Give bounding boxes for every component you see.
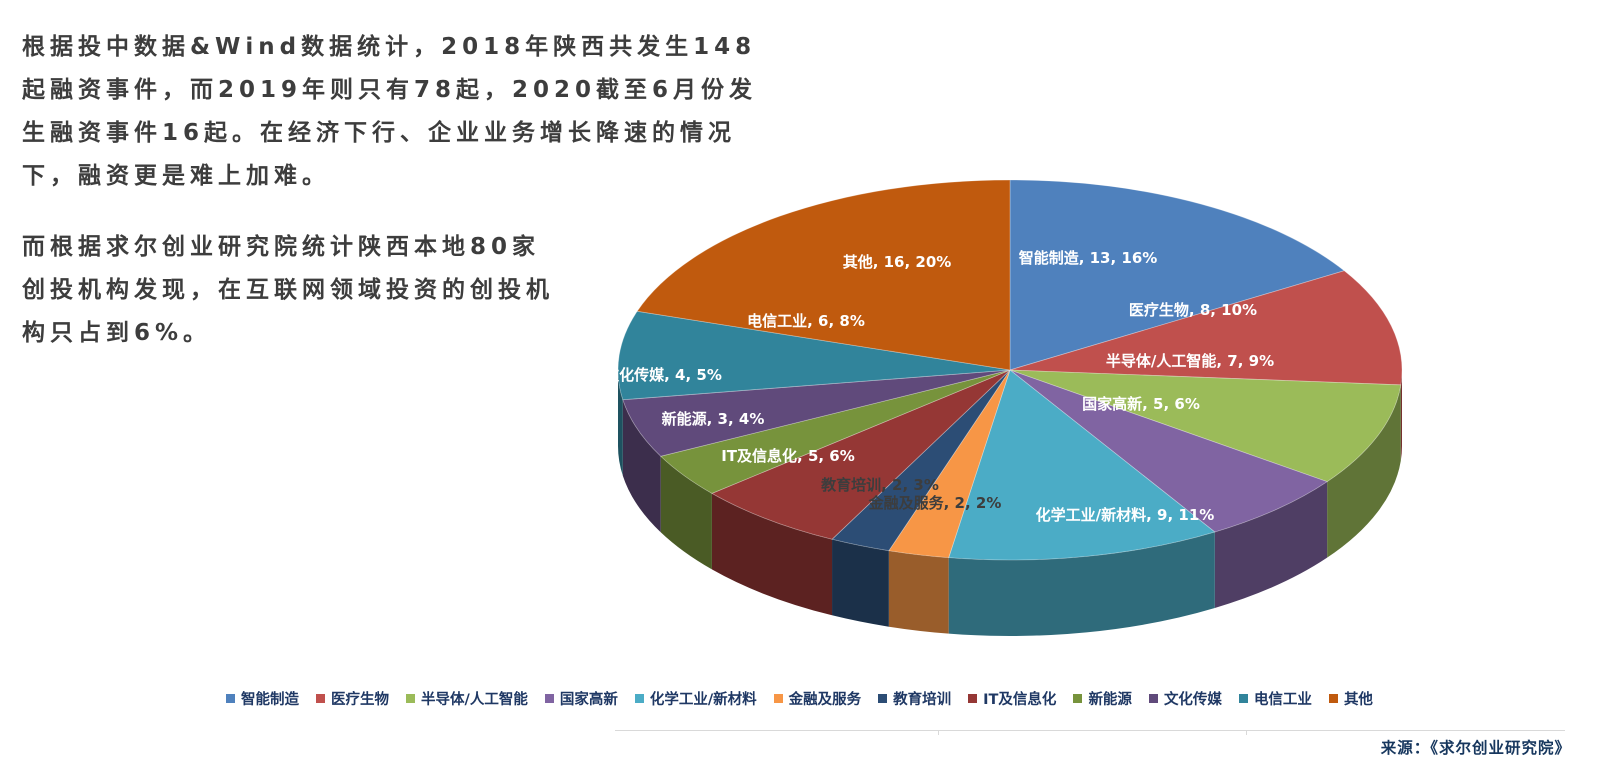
pie-slice-0[interactable] [1009,179,1346,371]
pie-data-label: 化学工业/新材料, 9, 11% [1036,506,1215,524]
legend-swatch [1148,694,1158,703]
pie-slice-11[interactable] [636,179,1011,371]
legend-label: 半导体/人工智能 [421,692,528,708]
legend-label: 国家高新 [559,692,618,708]
legend-swatch [773,694,783,703]
pie-data-label: 国家高新, 5, 6% [1082,395,1200,413]
pie-slice-side-5 [888,550,949,634]
legend-item-8[interactable]: 新能源 [1073,688,1132,709]
legend-item-3[interactable]: 国家高新 [544,688,618,709]
legend-label: 电信工业 [1253,692,1312,708]
legend-item-4[interactable]: 化学工业/新材料 [634,688,757,709]
pie-slice-1[interactable] [1009,270,1403,386]
pie-slice-5[interactable] [888,369,1011,559]
legend-swatch [968,694,978,703]
legend-label: 医疗生物 [331,692,390,708]
axis-line [615,730,1565,731]
pie-slice-8[interactable] [659,369,1011,494]
pie-data-label: 教育培训, 2, 3% [820,476,939,494]
legend-item-2[interactable]: 半导体/人工智能 [406,688,528,709]
pie-slice-side-9 [622,399,661,533]
legend-item-10[interactable]: 电信工业 [1238,688,1312,709]
pie-slice-side-8 [660,456,712,570]
legend-item-0[interactable]: 智能制造 [226,688,299,709]
pie-slice-side-6 [832,539,889,627]
legend-label: 新能源 [1088,692,1132,708]
axis-tick [938,730,939,735]
pie-slice-side-2 [1327,384,1401,558]
pie-data-label: 金融及服务, 2, 2% [868,494,1002,512]
legend-item-11[interactable]: 其他 [1328,688,1373,709]
intro-text: 根据投中数据&Wind数据统计，2018年陕西共发生148起融资事件，而2019… [22,26,762,383]
legend-swatch [1328,694,1338,703]
pie-slice-10[interactable] [617,310,1011,401]
pie-chart-canvas: 智能制造, 13, 16% 医疗生物, 8, 10% 半导体/人工智能, 7, 9%… [604,179,1403,636]
intro-paragraph-1: 根据投中数据&Wind数据统计，2018年陕西共发生148起融资事件，而2019… [22,34,758,189]
source-credit: 来源：《求尔创业研究院》 [1380,739,1571,757]
pie-slice-6[interactable] [831,369,1011,552]
legend-label: IT及信息化 [983,692,1057,708]
pie-data-label: 新能源, 3, 4% [662,410,765,428]
pie-data-label: 半导体/人工智能, 7, 9% [1106,352,1274,370]
legend-swatch [226,694,236,703]
pie-slice-2[interactable] [1009,369,1402,483]
pie-slice-side-10 [618,370,623,476]
pie-slice-4[interactable] [948,369,1216,561]
legend-swatch [1238,694,1248,703]
legend-label: 金融及服务 [788,692,862,708]
legend-swatch [406,694,416,703]
intro-paragraph-2: 而根据求尔创业研究院统计陕西本地80家创投机构发现，在互联网领域投资的创投机构只… [22,234,554,346]
pie-slice-side-4 [948,532,1215,636]
legend-label: 教育培训 [893,692,952,708]
chart-legend: 智能制造 医疗生物 半导体/人工智能 国家高新 化学工业/新材料 金融及服务 教育培训 IT及… [0,688,1599,709]
pie-slice-side-3 [1214,481,1328,609]
axis-tick [1246,730,1247,735]
pie-data-label: 其他, 16, 20% [843,253,952,271]
legend-label: 化学工业/新材料 [649,692,757,708]
legend-item-5[interactable]: 金融及服务 [773,688,862,709]
pie-data-label: 医疗生物, 8, 10% [1129,301,1257,319]
legend-label: 智能制造 [241,692,300,708]
legend-swatch [634,694,644,703]
pie-data-label: IT及信息化, 5, 6% [721,447,855,465]
legend-swatch [316,694,326,703]
legend-swatch [1073,694,1083,703]
legend-label: 文化传媒 [1163,692,1222,708]
legend-label: 其他 [1343,692,1373,708]
legend-swatch [544,694,554,703]
pie-data-label: 文化传媒, 4, 5% [604,366,722,384]
legend-item-9[interactable]: 文化传媒 [1148,688,1222,709]
pie-slice-side-1 [1400,370,1402,461]
legend-swatch [878,694,888,703]
pie-slice-9[interactable] [622,369,1011,457]
legend-item-1[interactable]: 医疗生物 [316,688,389,709]
pie-data-label: 智能制造, 13, 16% [1019,249,1158,267]
pie-slice-7[interactable] [711,369,1011,540]
pie-chart: 智能制造, 13, 16% 医疗生物, 8, 10% 半导体/人工智能, 7, 9%… [592,163,1422,673]
legend-item-7[interactable]: IT及信息化 [968,688,1056,709]
pie-slice-side-7 [711,493,833,616]
pie-slice-3[interactable] [1009,369,1329,533]
pie-data-label: 电信工业, 6, 8% [747,312,865,330]
legend-item-6[interactable]: 教育培训 [878,688,951,709]
